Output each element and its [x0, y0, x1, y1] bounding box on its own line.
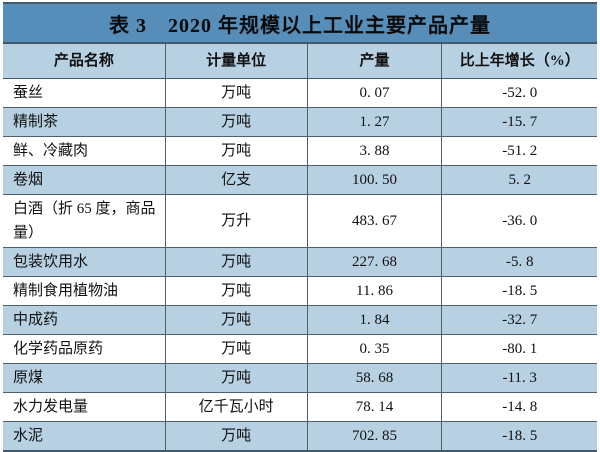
cell-unit: 万升: [164, 194, 308, 248]
col-header-product-name: 产品名称: [3, 44, 166, 79]
cell-growth: -14. 8: [441, 392, 597, 422]
table-row: 卷烟 亿支 100. 50 5. 2: [3, 165, 597, 195]
cell-product-name: 化学药品原药: [3, 334, 166, 364]
cell-product-name: 精制茶: [3, 107, 166, 137]
cell-product-name: 水力发电量: [3, 392, 166, 422]
table-title: 表 3 2020 年规模以上工业主要产品产量: [109, 14, 491, 37]
cell-output: 58. 68: [306, 363, 442, 393]
cell-growth: -36. 0: [441, 194, 597, 248]
cell-product-name: 鲜、冷藏肉: [3, 136, 166, 166]
cell-unit: 万吨: [164, 136, 308, 166]
cell-product-name: 蚕丝: [3, 78, 166, 108]
col-header-unit: 计量单位: [164, 44, 308, 79]
cell-unit: 万吨: [164, 305, 308, 335]
cell-product-name: 中成药: [3, 305, 166, 335]
col-header-growth: 比上年增长（%）: [441, 44, 597, 79]
cell-product-name: 水泥: [3, 421, 166, 452]
table-row: 水泥 万吨 702. 85 -18. 5: [3, 421, 597, 452]
cell-growth: -18. 5: [441, 276, 597, 306]
cell-unit: 亿支: [164, 165, 308, 195]
cell-product-name: 卷烟: [3, 165, 166, 195]
cell-unit: 万吨: [164, 107, 308, 137]
col-header-output: 产量: [306, 44, 442, 79]
cell-output: 78. 14: [306, 392, 442, 422]
cell-growth: -5. 8: [441, 247, 597, 277]
cell-output: 483. 67: [306, 194, 442, 248]
table-row: 化学药品原药 万吨 0. 35 -80. 1: [3, 334, 597, 364]
cell-growth: -15. 7: [441, 107, 597, 137]
cell-output: 3. 88: [306, 136, 442, 166]
table-body: 蚕丝 万吨 0. 07 -52. 0 精制茶 万吨 1. 27 -15. 7 鲜…: [3, 78, 597, 452]
header-row: 产品名称 计量单位 产量 比上年增长（%）: [3, 44, 597, 79]
table-row: 鲜、冷藏肉 万吨 3. 88 -51. 2: [3, 136, 597, 166]
cell-growth: -51. 2: [441, 136, 597, 166]
cell-output: 1. 84: [306, 305, 442, 335]
cell-growth: -11. 3: [441, 363, 597, 393]
cell-unit: 万吨: [164, 276, 308, 306]
cell-output: 0. 35: [306, 334, 442, 364]
table-row: 精制茶 万吨 1. 27 -15. 7: [3, 107, 597, 137]
cell-unit: 万吨: [164, 363, 308, 393]
cell-unit: 亿千瓦小时: [164, 392, 308, 422]
cell-output: 0. 07: [306, 78, 442, 108]
cell-growth: -32. 7: [441, 305, 597, 335]
cell-product-name: 白酒（折 65 度，商品量）: [3, 194, 166, 248]
cell-product-name: 原煤: [3, 363, 166, 393]
cell-output: 702. 85: [306, 421, 442, 452]
cell-unit: 万吨: [164, 334, 308, 364]
table-row: 水力发电量 亿千瓦小时 78. 14 -14. 8: [3, 392, 597, 422]
table-row: 精制食用植物油 万吨 11. 86 -18. 5: [3, 276, 597, 306]
cell-unit: 万吨: [164, 421, 308, 452]
table-row: 中成药 万吨 1. 84 -32. 7: [3, 305, 597, 335]
cell-output: 1. 27: [306, 107, 442, 137]
cell-output: 11. 86: [306, 276, 442, 306]
cell-product-name: 精制食用植物油: [3, 276, 166, 306]
cell-product-name: 包装饮用水: [3, 247, 166, 277]
cell-growth: -18. 5: [441, 421, 597, 452]
table-row: 蚕丝 万吨 0. 07 -52. 0: [3, 78, 597, 108]
table-row: 白酒（折 65 度，商品量） 万升 483. 67 -36. 0: [3, 194, 597, 248]
table-title-bar: 表 3 2020 年规模以上工业主要产品产量: [3, 2, 597, 44]
cell-unit: 万吨: [164, 247, 308, 277]
cell-growth: -52. 0: [441, 78, 597, 108]
table-row: 包装饮用水 万吨 227. 68 -5. 8: [3, 247, 597, 277]
cell-growth: 5. 2: [441, 165, 597, 195]
cell-output: 227. 68: [306, 247, 442, 277]
cell-output: 100. 50: [306, 165, 442, 195]
table-row: 原煤 万吨 58. 68 -11. 3: [3, 363, 597, 393]
cell-unit: 万吨: [164, 78, 308, 108]
industrial-output-table: 产品名称 计量单位 产量 比上年增长（%） 蚕丝 万吨 0. 07 -52. 0…: [3, 44, 597, 452]
cell-growth: -80. 1: [441, 334, 597, 364]
